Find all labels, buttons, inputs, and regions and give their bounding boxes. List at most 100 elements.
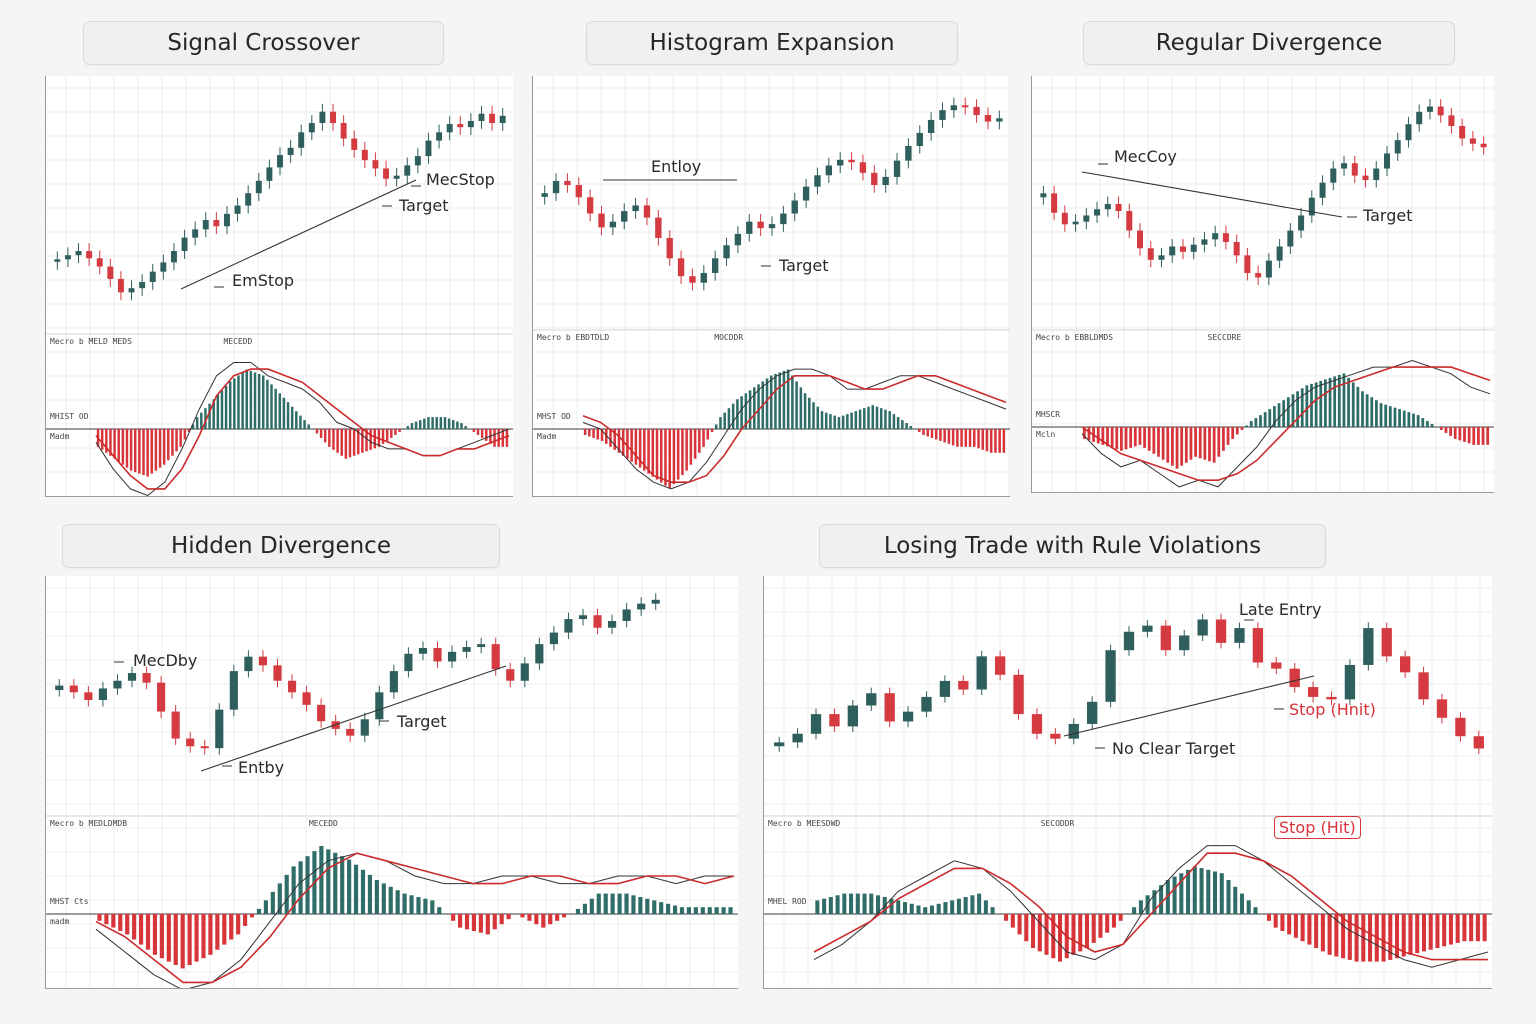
histogram-bar (464, 426, 467, 429)
histogram-bar (416, 897, 421, 914)
candle-body (586, 197, 594, 214)
candle-body (825, 165, 833, 176)
histogram-bar (651, 429, 655, 477)
histogram-bar (476, 429, 480, 435)
histogram-bar (1305, 385, 1309, 427)
histogram-bar (274, 388, 277, 429)
histogram-bar (1249, 421, 1253, 427)
macd-line (95, 852, 734, 988)
histogram-bar (1320, 914, 1325, 952)
histogram-bar (215, 914, 220, 950)
candle-body (921, 696, 932, 712)
histogram-bar (970, 895, 975, 914)
candle-body (1158, 255, 1165, 260)
candle-body (389, 671, 398, 693)
histogram-bar (435, 417, 438, 429)
histogram-bar (333, 852, 338, 914)
histogram-bar (326, 849, 331, 914)
histogram-bar (1171, 427, 1174, 466)
trendline (200, 665, 507, 772)
histogram-bar (286, 402, 290, 429)
histogram-bar (822, 898, 827, 914)
histogram-bar (1194, 427, 1197, 457)
chart-panel-losing-trade: Late Entry Stop (Hnit) No Clear Target Mecr… (763, 576, 1492, 989)
histogram-bar (534, 914, 539, 925)
histogram-bar (1179, 873, 1184, 914)
histogram-bar (1280, 914, 1285, 931)
macd-header-label-2: MOCDDR (714, 333, 743, 342)
candle-body (774, 742, 785, 747)
candle-body (186, 738, 195, 747)
histogram-bar (816, 406, 820, 429)
candle-body (489, 113, 496, 124)
annotation-a2: Target (398, 196, 449, 215)
candle-body (734, 233, 742, 246)
histogram-bar (1277, 403, 1281, 427)
candle-body (1147, 248, 1154, 260)
candle-body (780, 213, 787, 225)
histogram-bar (1314, 382, 1318, 427)
histogram-bar (367, 874, 373, 914)
histogram-bar (457, 914, 463, 928)
candle-body (950, 105, 958, 111)
histogram-bar (299, 415, 302, 429)
candle-body (1160, 625, 1171, 651)
histogram-bar (1203, 427, 1207, 460)
annotation-a2: Target (778, 256, 829, 275)
histogram-bar (1341, 914, 1346, 959)
candle-body (1050, 733, 1061, 739)
candle-body (994, 656, 1006, 675)
histogram-bar (1192, 866, 1197, 914)
trendline (1081, 171, 1343, 218)
histogram-bar (1342, 373, 1346, 427)
macd-header-label-2: SECCDRE (1208, 333, 1242, 342)
histogram-bar (138, 914, 144, 945)
candle-body (973, 106, 980, 116)
histogram-bar (485, 914, 490, 935)
candle-body (506, 669, 515, 681)
candle-body (520, 663, 529, 681)
histogram-bar (902, 902, 908, 914)
candle-body (848, 159, 855, 163)
histogram-bar (1004, 914, 1009, 921)
histogram-bar (1310, 383, 1313, 427)
candle-body (1399, 656, 1411, 673)
grid (1032, 76, 1494, 492)
chart-panel-regular-divergence: MecCoy Target Mecro b EBBLDMDS SECCDRE MHSCR… (1031, 76, 1494, 493)
histogram-bar (1453, 427, 1457, 439)
candle-body (107, 266, 114, 279)
histogram-bar (340, 856, 345, 914)
histogram-bar (736, 399, 739, 429)
histogram-bar (1226, 427, 1230, 445)
histogram-bar (990, 907, 995, 914)
signal-line (582, 375, 1007, 483)
candle-body (1190, 244, 1197, 252)
histogram-bar (1051, 914, 1056, 959)
histogram-bar (1328, 377, 1332, 427)
macd-line (582, 368, 1007, 490)
macd-hist-label: MHST Cts (50, 897, 89, 906)
histogram-bar (307, 424, 310, 429)
histogram-bar (964, 429, 968, 447)
candle-body (1271, 662, 1282, 669)
histogram-bar (1384, 404, 1388, 427)
histogram-bar (1031, 914, 1036, 948)
candle-body (258, 656, 268, 666)
histogram-bar (1300, 388, 1304, 427)
histogram-bar (909, 903, 914, 914)
candle-body (1289, 668, 1300, 688)
histogram-bar (1481, 427, 1485, 445)
candle-body (1051, 193, 1058, 213)
candle-body (677, 258, 685, 277)
histogram-bar (702, 429, 705, 447)
histogram-bar (600, 429, 604, 441)
candle-body (792, 733, 803, 743)
histogram-bar (200, 412, 203, 429)
histogram-bar (1152, 890, 1157, 914)
histogram-bar (1071, 914, 1076, 955)
histogram-bar (347, 859, 352, 914)
candle-body (273, 665, 282, 681)
candle-body (608, 621, 617, 628)
histogram-bar (1370, 397, 1374, 427)
histogram-bar (1467, 427, 1471, 444)
